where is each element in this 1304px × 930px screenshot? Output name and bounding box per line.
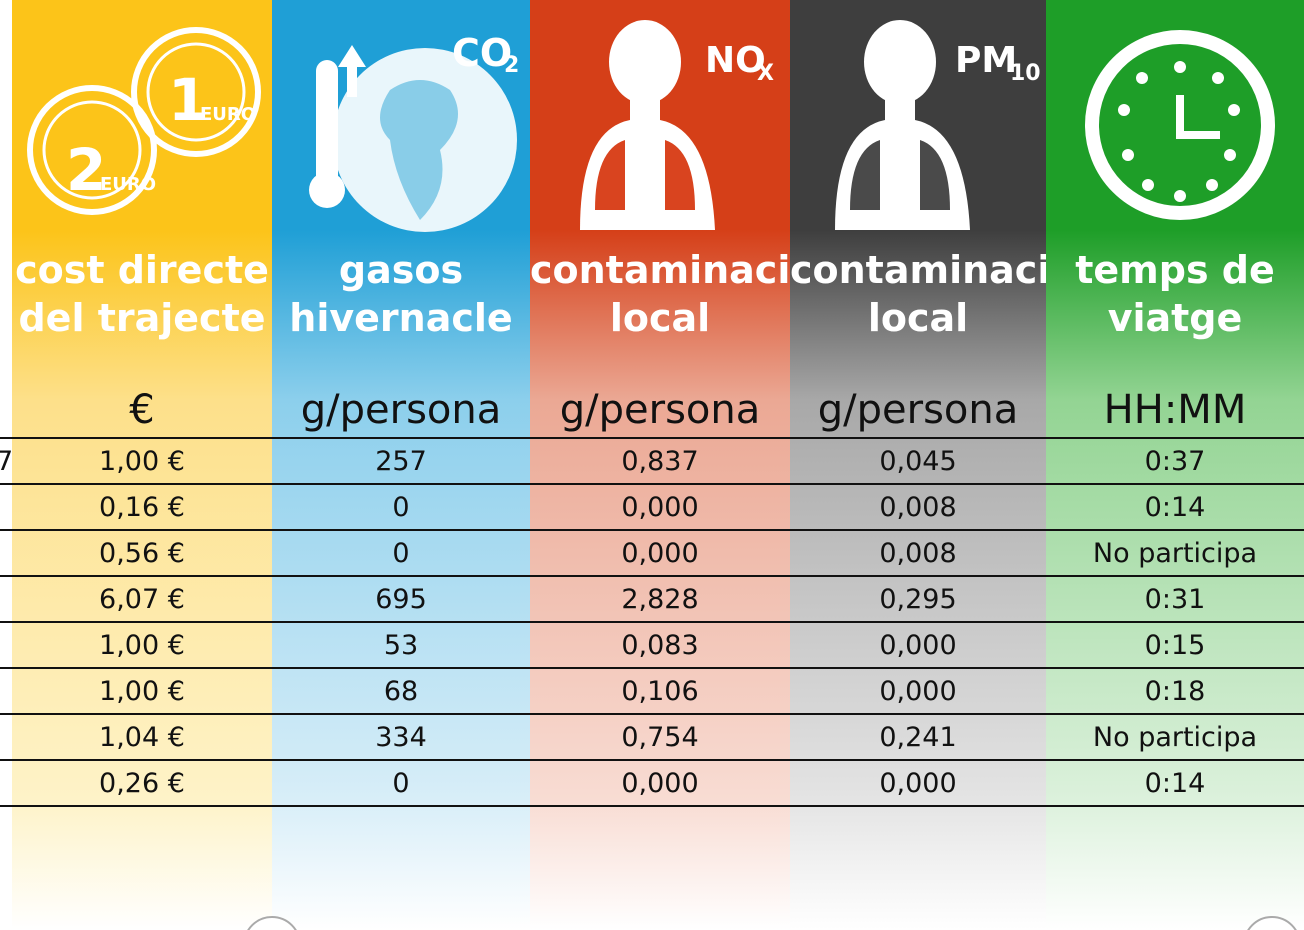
icon-text: EURO bbox=[100, 174, 156, 195]
nav-button[interactable] bbox=[1244, 917, 1300, 930]
icon-text: PM bbox=[955, 40, 1017, 81]
lungs-icon bbox=[580, 20, 715, 230]
icon-text: X bbox=[757, 61, 774, 86]
icon-text: 10 bbox=[1010, 61, 1041, 86]
icon-text: EURO bbox=[200, 104, 256, 125]
icon-text: 2 bbox=[504, 53, 519, 78]
icons: 2 EURO 1 EURO CO 2 NO X PM 10 bbox=[0, 0, 1304, 930]
lungs-icon bbox=[835, 20, 970, 230]
page: cost directedel trajecte€gasoshivernacle… bbox=[0, 0, 1304, 930]
clock-icon bbox=[1092, 37, 1268, 213]
nav-button[interactable] bbox=[244, 917, 300, 930]
